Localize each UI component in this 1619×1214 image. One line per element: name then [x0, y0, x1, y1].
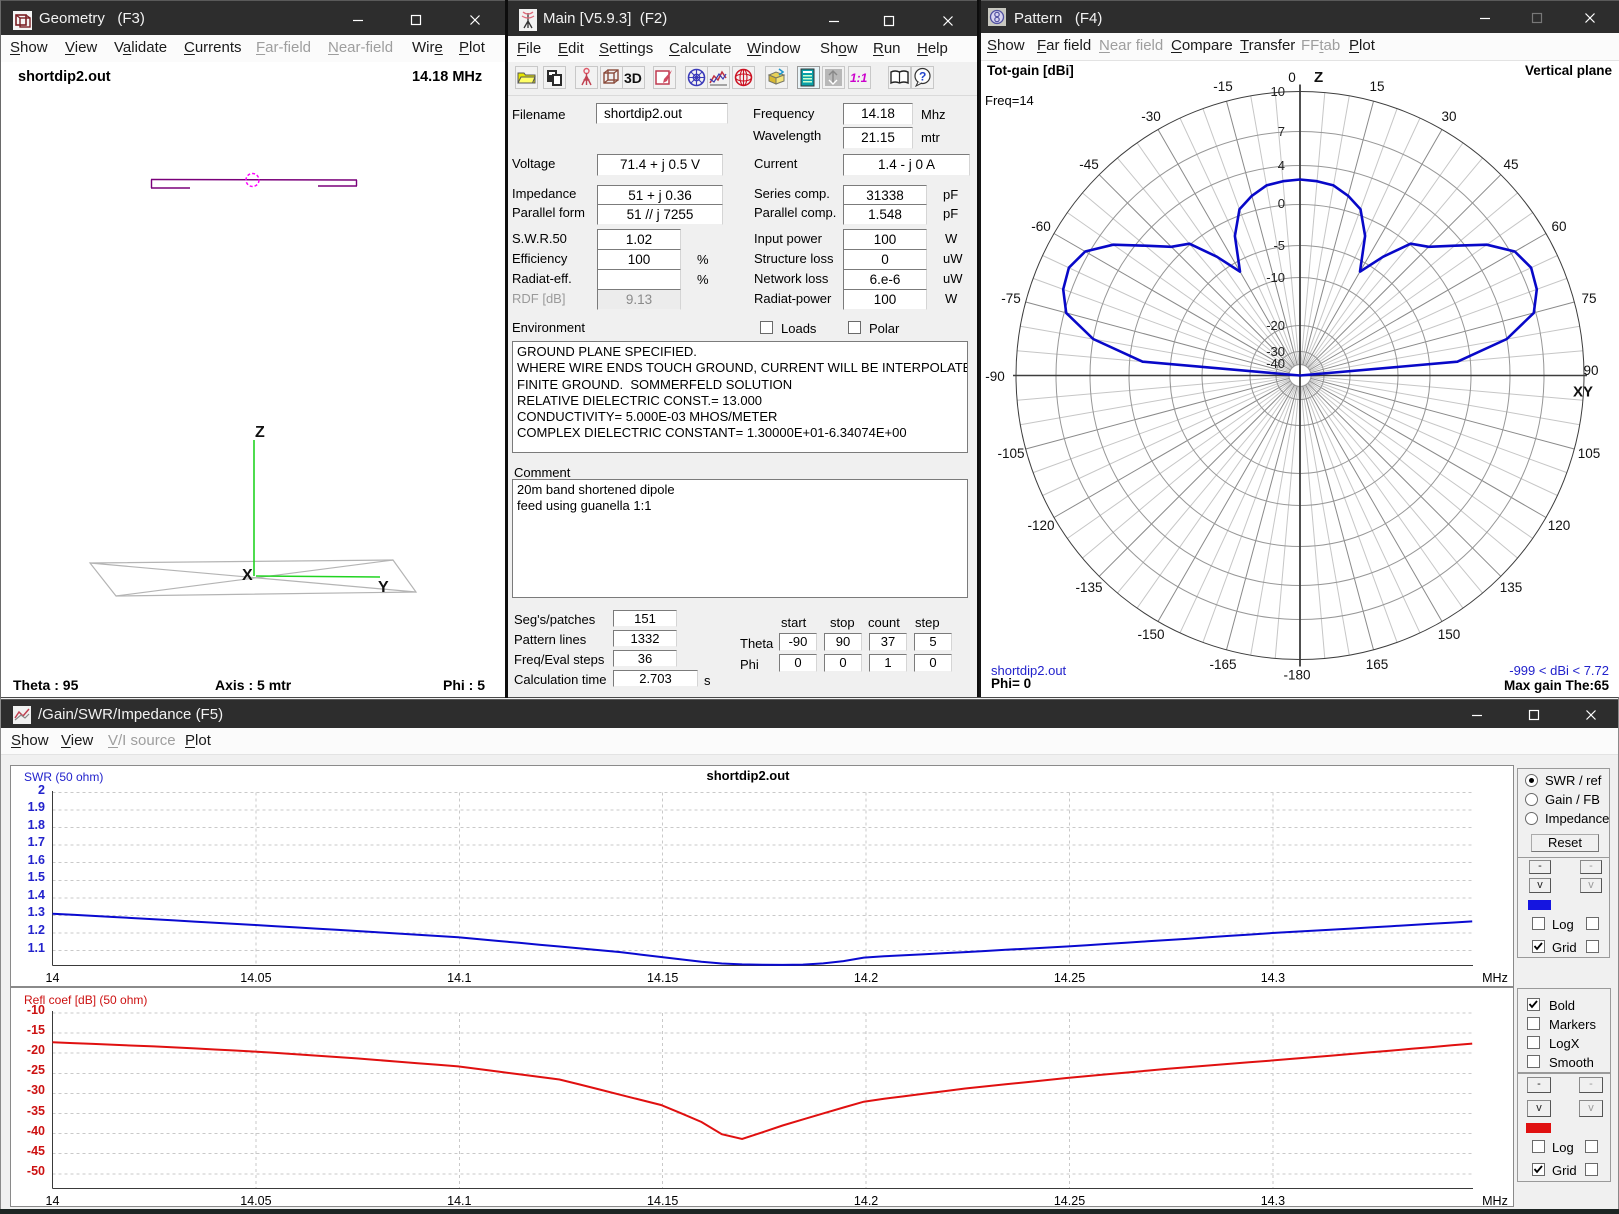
- svg-text:150: 150: [1438, 627, 1461, 642]
- svg-text:45: 45: [1503, 157, 1518, 172]
- svg-text:Z: Z: [1314, 69, 1323, 86]
- svg-text:-45: -45: [1079, 157, 1099, 172]
- svg-text:?: ?: [919, 70, 926, 84]
- svg-text:-135: -135: [1075, 580, 1102, 595]
- svg-text:0: 0: [1288, 70, 1296, 85]
- svg-text:-10: -10: [1266, 270, 1285, 285]
- svg-text:-90: -90: [985, 369, 1005, 384]
- svg-text:X: X: [242, 567, 253, 584]
- svg-text:-60: -60: [1031, 219, 1051, 234]
- svg-text:-30: -30: [1266, 344, 1285, 359]
- svg-text:-120: -120: [1027, 518, 1054, 533]
- svg-text:-20: -20: [1266, 318, 1285, 333]
- svg-text:135: 135: [1500, 580, 1523, 595]
- svg-text:-15: -15: [1213, 79, 1233, 94]
- svg-text:4: 4: [1278, 158, 1285, 173]
- svg-text:-30: -30: [1141, 109, 1161, 124]
- svg-text:XY: XY: [1573, 384, 1593, 401]
- svg-text:3D: 3D: [624, 70, 642, 86]
- svg-text:-40: -40: [1266, 356, 1285, 371]
- svg-text:30: 30: [1441, 109, 1456, 124]
- svg-text:75: 75: [1581, 291, 1596, 306]
- svg-text:-5: -5: [1273, 238, 1285, 253]
- svg-text:60: 60: [1551, 219, 1566, 234]
- svg-text:7: 7: [1278, 124, 1285, 139]
- svg-text:-180: -180: [1283, 668, 1310, 683]
- svg-text:90: 90: [1583, 363, 1598, 378]
- svg-text:-105: -105: [997, 446, 1024, 461]
- svg-text:165: 165: [1366, 657, 1389, 672]
- svg-text:120: 120: [1548, 518, 1571, 533]
- svg-text:105: 105: [1578, 446, 1601, 461]
- svg-text:-165: -165: [1209, 657, 1236, 672]
- svg-text:-150: -150: [1137, 627, 1164, 642]
- svg-text:-75: -75: [1001, 291, 1021, 306]
- svg-text:0: 0: [1278, 196, 1285, 211]
- svg-text:Z: Z: [255, 424, 265, 441]
- svg-text:15: 15: [1369, 79, 1384, 94]
- svg-text:10: 10: [1271, 84, 1285, 99]
- svg-text:Y: Y: [378, 579, 389, 596]
- svg-text:1:1: 1:1: [850, 71, 868, 85]
